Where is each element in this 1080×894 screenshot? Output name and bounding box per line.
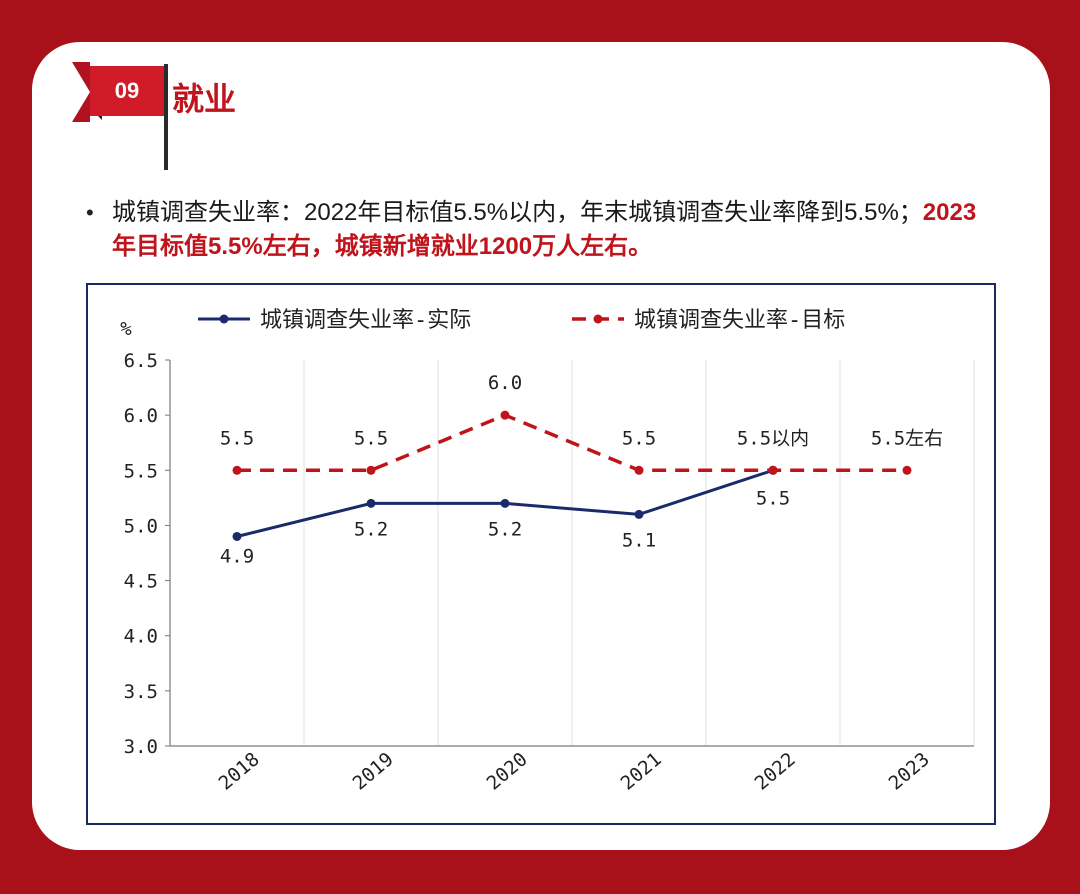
data-label: 5.5 bbox=[756, 487, 790, 509]
data-label: 5.5 bbox=[354, 427, 388, 449]
data-point bbox=[902, 465, 912, 475]
x-tick-label: 2023 bbox=[885, 748, 934, 794]
data-point bbox=[634, 509, 644, 519]
legend-label: 城镇调查失业率-目标 bbox=[634, 308, 845, 333]
y-tick-label: 4.0 bbox=[124, 626, 158, 648]
x-tick-label: 2019 bbox=[349, 748, 398, 794]
data-point bbox=[366, 498, 376, 508]
data-label: 5.5 bbox=[622, 427, 656, 449]
data-point bbox=[768, 465, 778, 475]
x-tick-label: 2021 bbox=[617, 748, 666, 794]
series-line bbox=[237, 413, 907, 473]
bullet-text: 城镇调查失业率：2022年目标值5.5%以内，年末城镇调查失业率降到5.5%；2… bbox=[112, 196, 992, 264]
legend-swatch-marker bbox=[593, 314, 603, 324]
y-axis-label: % bbox=[120, 318, 132, 340]
data-point bbox=[500, 498, 510, 508]
section-number-badge: 09 bbox=[90, 66, 164, 116]
x-tick-label: 2018 bbox=[215, 748, 264, 794]
data-label: 5.1 bbox=[622, 529, 656, 551]
data-point bbox=[232, 465, 242, 475]
data-label: 5.2 bbox=[488, 518, 522, 540]
bullet-icon: • bbox=[86, 200, 94, 225]
y-tick-label: 5.0 bbox=[124, 515, 158, 537]
data-label: 5.5 bbox=[220, 427, 254, 449]
x-tick-label: 2020 bbox=[483, 748, 532, 794]
unemployment-line-chart: 6.5 6.0 5.5 5.0 4.5 4.0 3.5 3.0% 2018 2019 2020 202… bbox=[120, 308, 975, 795]
flag-pole bbox=[164, 64, 168, 170]
data-point bbox=[366, 465, 376, 475]
y-tick-label: 3.5 bbox=[124, 681, 158, 703]
y-tick-label: 6.5 bbox=[124, 350, 158, 372]
x-tick-label: 2022 bbox=[751, 748, 800, 794]
legend-swatch-marker bbox=[219, 314, 229, 324]
ribbon-tail bbox=[72, 62, 90, 122]
data-label: 6.0 bbox=[488, 372, 522, 394]
chart-container: 6.5 6.0 5.5 5.0 4.5 4.0 3.5 3.0% 2018 2019 2020 202… bbox=[86, 283, 996, 825]
y-tick-label: 4.5 bbox=[124, 571, 158, 593]
data-point bbox=[634, 465, 644, 475]
data-label: 4.9 bbox=[220, 545, 254, 567]
section-title: 就业 bbox=[172, 81, 237, 117]
data-point bbox=[500, 410, 510, 420]
legend-label: 城镇调查失业率-实际 bbox=[260, 308, 471, 333]
data-label: 5.2 bbox=[354, 518, 388, 540]
y-tick-label: 3.0 bbox=[124, 736, 158, 758]
data-point bbox=[232, 531, 242, 541]
y-tick-label: 5.5 bbox=[124, 460, 158, 482]
y-tick-label: 6.0 bbox=[124, 405, 158, 427]
bullet-normal-text: 城镇调查失业率：2022年目标值5.5%以内，年末城镇调查失业率降到5.5%； bbox=[112, 199, 923, 226]
data-label: 5.5左右 bbox=[871, 427, 943, 449]
data-label: 5.5以内 bbox=[737, 427, 809, 449]
bullet-highlight-text: 2023年目标值5.5%左右，城镇新增就业1200万人左右。 bbox=[112, 199, 977, 260]
